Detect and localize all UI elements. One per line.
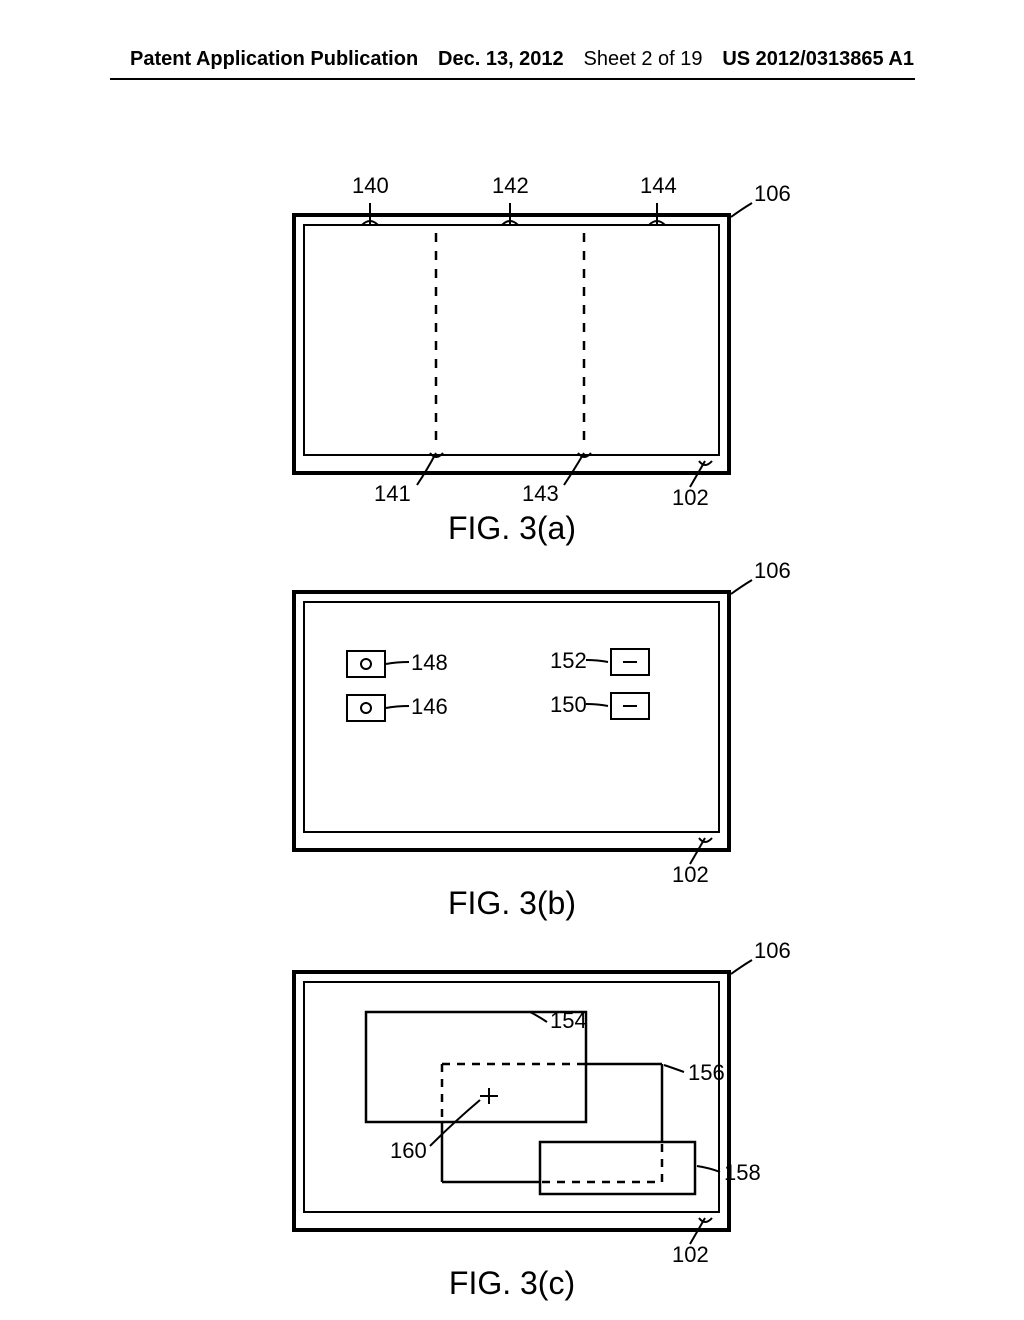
icon-146	[346, 694, 386, 722]
label-150: 150	[550, 692, 587, 718]
label-158: 158	[724, 1160, 761, 1186]
fig3c-svg	[212, 950, 812, 1280]
icon-152	[610, 648, 650, 676]
label-160: 160	[390, 1138, 427, 1164]
sheet-number: Sheet 2 of 19	[584, 48, 703, 71]
publication-number: US 2012/0313865 A1	[722, 48, 914, 71]
label-143: 143	[522, 481, 559, 507]
label-106-a: 106	[754, 181, 791, 207]
label-152: 152	[550, 648, 587, 674]
fig-3c-caption: FIG. 3(c)	[212, 1265, 812, 1302]
publication-label: Patent Application Publication	[130, 48, 418, 71]
page-header: Patent Application Publication Dec. 13, …	[0, 48, 1024, 71]
icon-148	[346, 650, 386, 678]
label-156: 156	[688, 1060, 725, 1086]
label-142: 142	[492, 173, 529, 199]
fig-3b-caption: FIG. 3(b)	[212, 885, 812, 922]
label-146: 146	[411, 694, 448, 720]
label-141: 141	[374, 481, 411, 507]
label-144: 144	[640, 173, 677, 199]
fig3a-svg	[212, 175, 812, 515]
fig3b-svg	[212, 570, 812, 900]
label-148: 148	[411, 650, 448, 676]
header-divider	[110, 78, 915, 80]
label-154: 154	[550, 1008, 587, 1034]
publication-date: Dec. 13, 2012	[438, 48, 564, 71]
label-102-a: 102	[672, 485, 709, 511]
icon-150	[610, 692, 650, 720]
fig-3a-caption: FIG. 3(a)	[212, 510, 812, 547]
label-106-b: 106	[754, 558, 791, 584]
label-140: 140	[352, 173, 389, 199]
label-106-c: 106	[754, 938, 791, 964]
